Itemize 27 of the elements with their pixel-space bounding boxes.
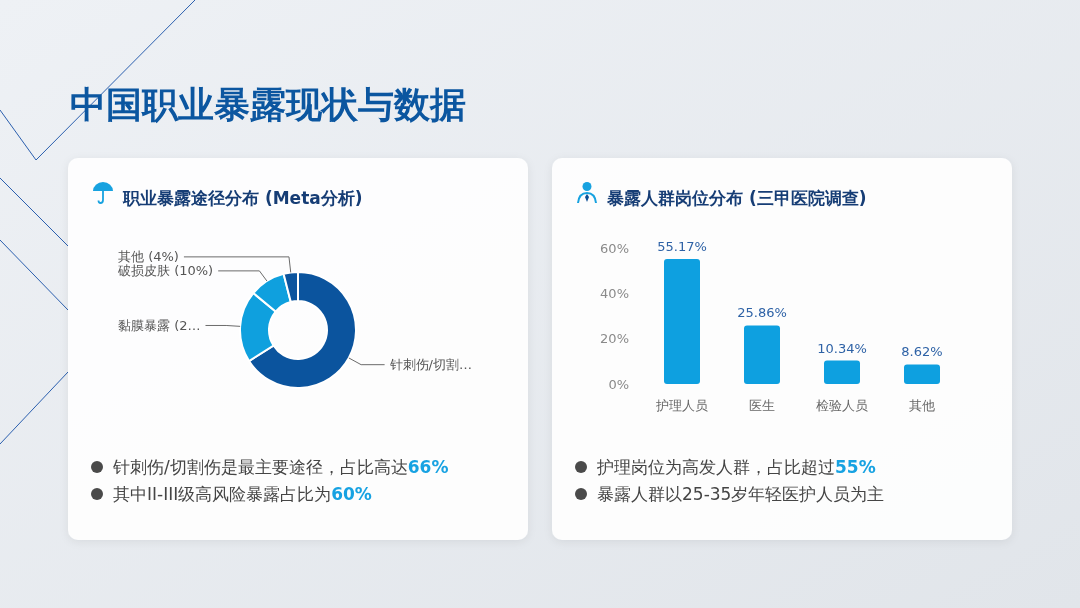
y-tick-label: 20%	[600, 331, 629, 347]
text: 暴露人群以25-35岁年轻医护人员为主	[597, 484, 885, 504]
text: 其中II-III级高风险暴露占比为60%	[113, 484, 372, 504]
x-tick-label: 检验人员	[816, 397, 868, 413]
chart-subtitle: 职业暴露途径分布 (Meta分析)	[122, 188, 363, 208]
slice-label: 黏膜暴露 (2…	[118, 318, 201, 334]
x-tick-label: 医生	[749, 397, 775, 413]
bar	[824, 360, 860, 384]
y-tick-label: 60%	[600, 240, 629, 256]
text: 针刺伤/切割伤是最主要途径，占比高达66%	[112, 457, 449, 477]
bar	[664, 258, 700, 384]
data-label: 55.17%	[657, 238, 707, 254]
y-tick-label: 40%	[600, 285, 629, 301]
text: 护理岗位为高发人群，占比超过55%	[596, 457, 876, 477]
y-tick-label: 0%	[608, 376, 629, 392]
x-tick-label: 护理人员	[655, 397, 708, 413]
slice-label: 其他 (4%)	[118, 249, 179, 265]
data-label: 10.34%	[817, 340, 867, 356]
chart-title: 暴露人群岗位分布 (三甲医院调查)	[606, 188, 867, 208]
bar	[744, 325, 780, 384]
bar	[904, 364, 940, 384]
data-label: 8.62%	[901, 344, 943, 360]
data-label: 25.86%	[737, 305, 787, 321]
slice-label: 针刺伤/切割…	[388, 357, 472, 373]
chart-title: 中国职业暴露现状与数据	[70, 84, 466, 125]
slice-label: 破损皮肤 (10%)	[117, 263, 214, 279]
x-tick-label: 其他	[909, 397, 935, 413]
